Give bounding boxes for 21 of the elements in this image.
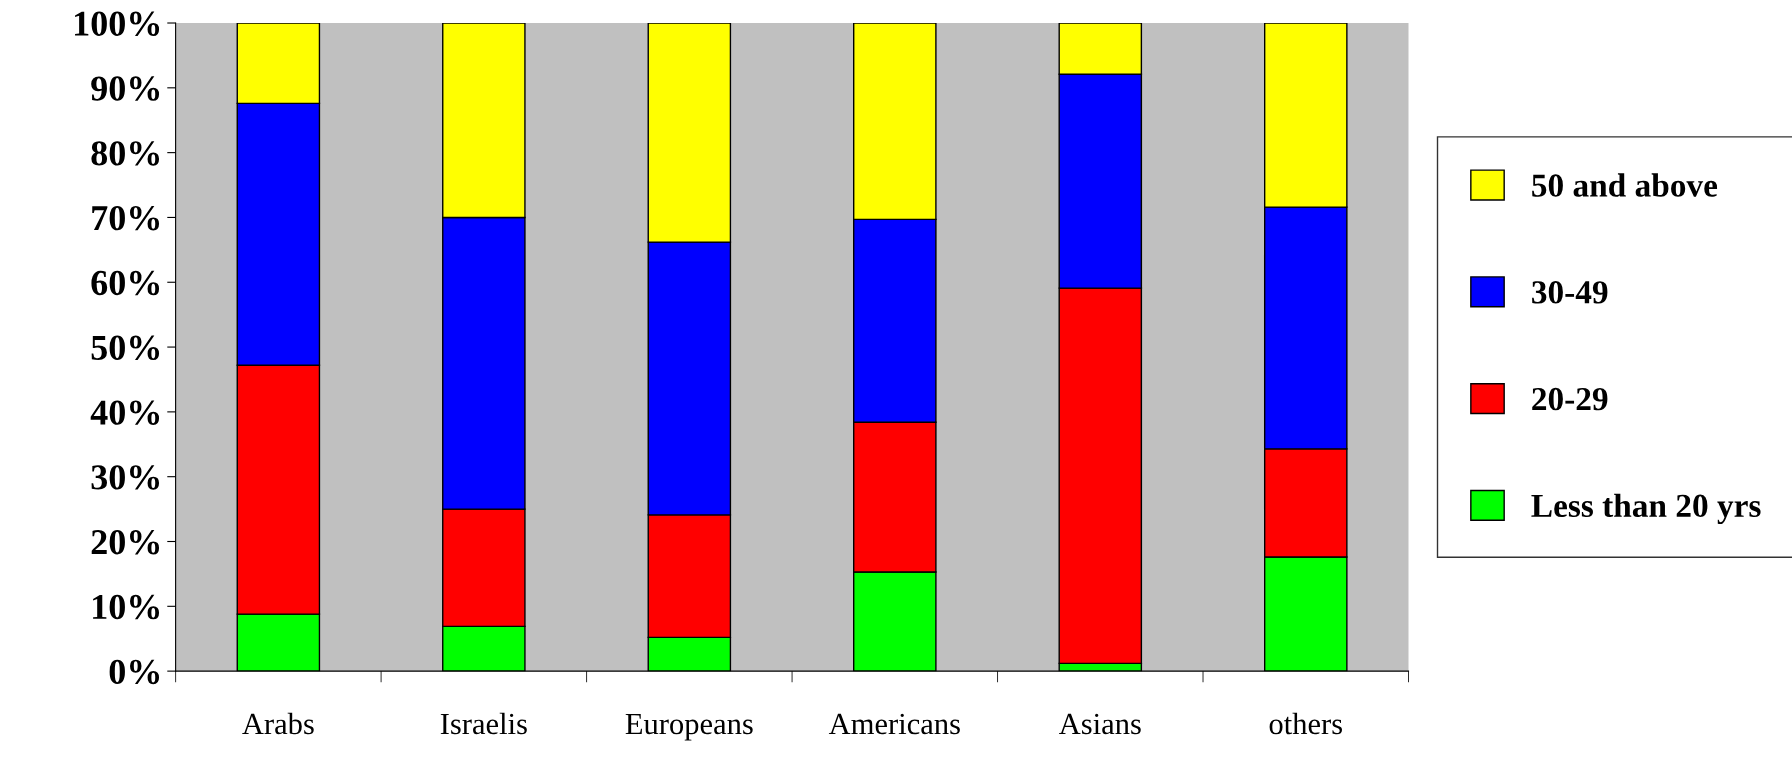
y-tick-label: 30%	[91, 465, 160, 490]
legend-label: Less than 20 yrs	[1531, 493, 1761, 524]
y-tick-label: 70%	[92, 205, 160, 231]
y-tick-label: 40%	[90, 400, 160, 425]
y-tick-label: 50%	[91, 335, 160, 361]
y-tick-label: 60%	[91, 270, 160, 296]
y-tick-label: 90%	[91, 76, 160, 101]
y-tick-label: 100%	[75, 11, 160, 37]
x-tick-label: others	[1269, 712, 1342, 735]
legend-label: 50 and above	[1532, 173, 1718, 197]
x-tick-label: Asians	[1059, 713, 1141, 735]
x-tick-label: Americans	[828, 713, 960, 735]
y-tick-label: 20%	[91, 530, 160, 555]
y-tick-label: 10%	[93, 594, 160, 620]
legend-label: 20-29	[1532, 387, 1608, 411]
y-tick-label: 80%	[91, 141, 160, 166]
x-tick-label: Europeans	[625, 713, 753, 741]
x-tick-label: Arabs	[242, 712, 314, 735]
x-tick-label: Israelis	[440, 712, 527, 735]
legend-label: 30-49	[1532, 281, 1608, 304]
y-tick-label: 0%	[109, 659, 160, 685]
